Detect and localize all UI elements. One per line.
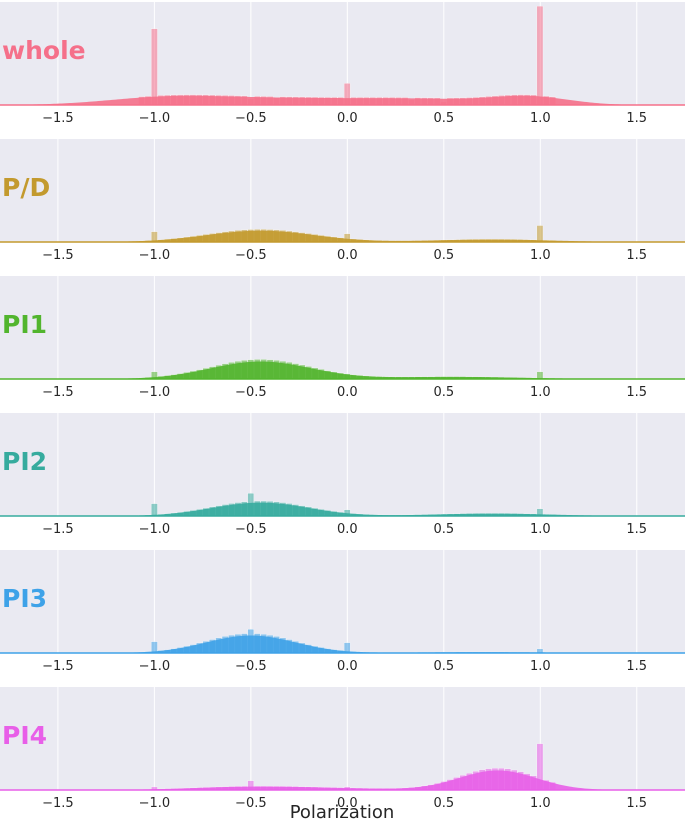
x-tick-label: −0.5 [235, 248, 267, 263]
x-tick-label: 0.5 [433, 522, 454, 537]
x-tick-label: 1.5 [626, 796, 647, 811]
series-label: whole [2, 36, 86, 65]
x-tick-label: −0.5 [235, 111, 267, 126]
x-tick-label: −1.5 [42, 248, 74, 263]
x-tick-label: 1.5 [626, 522, 647, 537]
x-tick-label: −1.0 [139, 385, 171, 400]
x-tick-label: 0.5 [433, 111, 454, 126]
x-tick-label: 1.0 [530, 111, 551, 126]
x-tick-label: −1.0 [139, 796, 171, 811]
panel-background [0, 413, 685, 516]
panel-pi2: −1.5 −1.0 −0.5 0.0 0.5 1.0 1.5 PI2 [0, 413, 685, 537]
x-tick-label: −1.5 [42, 522, 74, 537]
x-tick-label: −1.0 [139, 111, 171, 126]
x-tick-label: −0.5 [235, 796, 267, 811]
x-tick-label: 0.5 [433, 248, 454, 263]
x-tick-label: −1.5 [42, 385, 74, 400]
series-label: P/D [2, 173, 50, 202]
histogram-bar [536, 5, 544, 106]
kde-area [0, 95, 685, 105]
x-tick-label: −1.0 [139, 248, 171, 263]
series-label: PI1 [2, 310, 47, 339]
x-tick-label: 0.0 [337, 248, 358, 263]
x-tick-label: 0.0 [337, 796, 358, 811]
histogram-bar [151, 503, 158, 517]
x-tick-label: 0.0 [337, 522, 358, 537]
x-tick-label: 0.0 [337, 111, 358, 126]
x-tick-label: −1.0 [139, 522, 171, 537]
x-tick-label: 0.5 [433, 659, 454, 674]
x-tick-label: 1.0 [530, 385, 551, 400]
x-tick-label: 1.0 [530, 796, 551, 811]
x-tick-label: −0.5 [235, 385, 267, 400]
kde-area [0, 770, 685, 790]
series-label: PI2 [2, 447, 47, 476]
x-tick-label: 1.0 [530, 248, 551, 263]
x-tick-label: −0.5 [235, 659, 267, 674]
panel-whole: −1.5 −1.0 −0.5 0.0 0.5 1.0 1.5 whole [0, 2, 685, 126]
series-label: PI3 [2, 584, 47, 613]
panel-pi1: −1.5 −1.0 −0.5 0.0 0.5 1.0 1.5 PI1 [0, 276, 685, 400]
kde-area [0, 361, 685, 379]
x-tick-label: 1.5 [626, 659, 647, 674]
panel-background [0, 276, 685, 379]
panel-background [0, 550, 685, 653]
x-tick-label: 1.5 [626, 248, 647, 263]
x-tick-label: 0.5 [433, 385, 454, 400]
panel-pi4: −1.5 −1.0 −0.5 0.0 0.5 1.0 1.5 PI4 [0, 687, 685, 811]
histogram-bar [536, 225, 544, 243]
kde-area [0, 502, 685, 516]
x-tick-label: 0.0 [337, 659, 358, 674]
x-tick-label: 0.5 [433, 796, 454, 811]
x-tick-label: 1.5 [626, 111, 647, 126]
panel-pi3: −1.5 −1.0 −0.5 0.0 0.5 1.0 1.5 PI3 [0, 550, 685, 674]
x-tick-label: −0.5 [235, 522, 267, 537]
x-tick-label: −1.5 [42, 111, 74, 126]
x-axis-label: Polarization [290, 802, 395, 823]
panel-background [0, 2, 685, 105]
x-tick-label: −1.5 [42, 796, 74, 811]
panel-pd: −1.5 −1.0 −0.5 0.0 0.5 1.0 1.5 P/D [0, 139, 685, 263]
panel-background [0, 139, 685, 242]
x-tick-label: 0.0 [337, 385, 358, 400]
histogram-bar [151, 28, 158, 106]
histogram-bar [536, 371, 544, 380]
x-tick-label: 1.5 [626, 385, 647, 400]
x-tick-label: 1.0 [530, 659, 551, 674]
kde-area [0, 230, 685, 242]
panel-background [0, 687, 685, 790]
x-tick-label: −1.0 [139, 659, 171, 674]
series-label: PI4 [2, 721, 47, 750]
x-tick-label: 1.0 [530, 522, 551, 537]
x-tick-label: −1.5 [42, 659, 74, 674]
